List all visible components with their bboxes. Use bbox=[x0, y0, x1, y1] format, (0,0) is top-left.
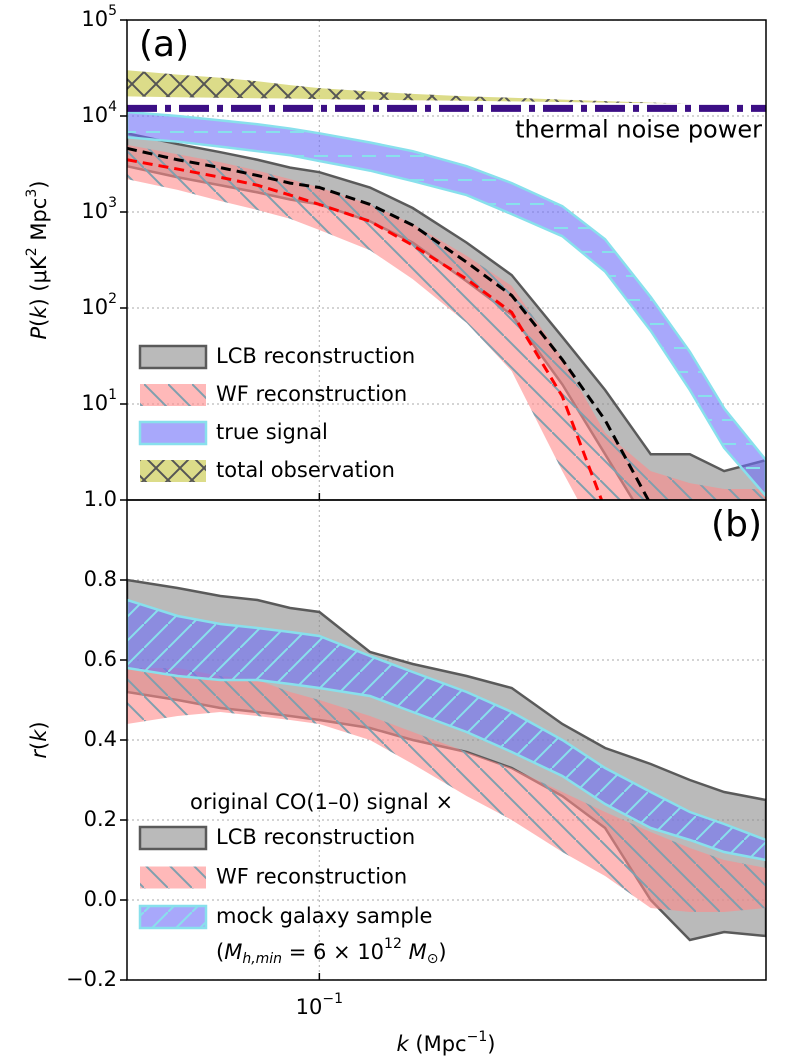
legend-hatch bbox=[140, 866, 206, 889]
dashed-line bbox=[127, 158, 604, 500]
legend: LCB reconstruction WF reconstruction true … bbox=[138, 344, 415, 482]
band-hatch bbox=[127, 112, 766, 497]
band-hatch bbox=[127, 144, 766, 500]
legend: original CO(1–0) signal × LCB reconstruct… bbox=[138, 790, 453, 967]
legend-hatch bbox=[140, 460, 206, 482]
legend-label: total observation bbox=[216, 458, 395, 482]
y-tick-label: 105 bbox=[81, 3, 117, 31]
y-tick-label: 103 bbox=[81, 195, 117, 223]
y-tick-label: 0.4 bbox=[84, 727, 117, 751]
legend-hatch bbox=[140, 906, 206, 928]
dashed-line bbox=[127, 146, 651, 500]
panel-label: (a) bbox=[139, 24, 189, 65]
band-hatch bbox=[127, 70, 766, 105]
y-tick-label: 0.0 bbox=[84, 887, 117, 911]
y-tick-label: 0.6 bbox=[84, 647, 117, 671]
panel: 1.0 101 102 103 104 105 thermal noise power (a)… bbox=[81, 3, 767, 511]
band-hatch bbox=[127, 600, 766, 860]
legend-label: mock galaxy sample bbox=[216, 904, 432, 928]
legend-label: LCB reconstruction bbox=[216, 825, 415, 849]
legend-hatch bbox=[140, 384, 206, 406]
y-axis-label: r(k) bbox=[27, 721, 51, 758]
plot-area bbox=[127, 500, 766, 980]
y-axis-label: P(k) (μK2 Mpc3) bbox=[24, 181, 51, 340]
y-tick-label: −0.2 bbox=[66, 967, 117, 991]
legend-label: LCB reconstruction bbox=[216, 344, 415, 368]
y-tick-label: 0.8 bbox=[84, 567, 117, 591]
y-tick-label: 1.0 bbox=[84, 487, 117, 511]
legend-note: (Mh,min = 6 × 1012 M⊙) bbox=[216, 936, 447, 967]
y-tick-label: 101 bbox=[81, 387, 117, 415]
y-tick-label: 102 bbox=[81, 291, 117, 319]
y-tick-label: 104 bbox=[81, 99, 117, 127]
legend-swatch bbox=[138, 344, 208, 370]
legend-title: original CO(1–0) signal × bbox=[190, 790, 453, 814]
legend-swatch bbox=[138, 825, 208, 851]
plot-area bbox=[127, 20, 766, 500]
panel: −0.2 0.0 0.2 0.4 0.6 0.8 10−1 (b) original CO(1–… bbox=[66, 499, 767, 1019]
panel-label: (b) bbox=[711, 504, 762, 545]
x-axis-label: k (Mpc−1) bbox=[397, 1029, 496, 1056]
legend-label: WF reconstruction bbox=[216, 865, 407, 889]
legend-hatch bbox=[140, 422, 206, 444]
legend-label: WF reconstruction bbox=[216, 382, 407, 406]
band-hatch bbox=[127, 668, 766, 912]
legend-label: true signal bbox=[216, 420, 328, 444]
annotation: thermal noise power bbox=[515, 115, 762, 143]
x-tick-label: 10−1 bbox=[296, 991, 343, 1019]
y-tick-label: 0.2 bbox=[84, 807, 117, 831]
frame bbox=[126, 499, 767, 981]
